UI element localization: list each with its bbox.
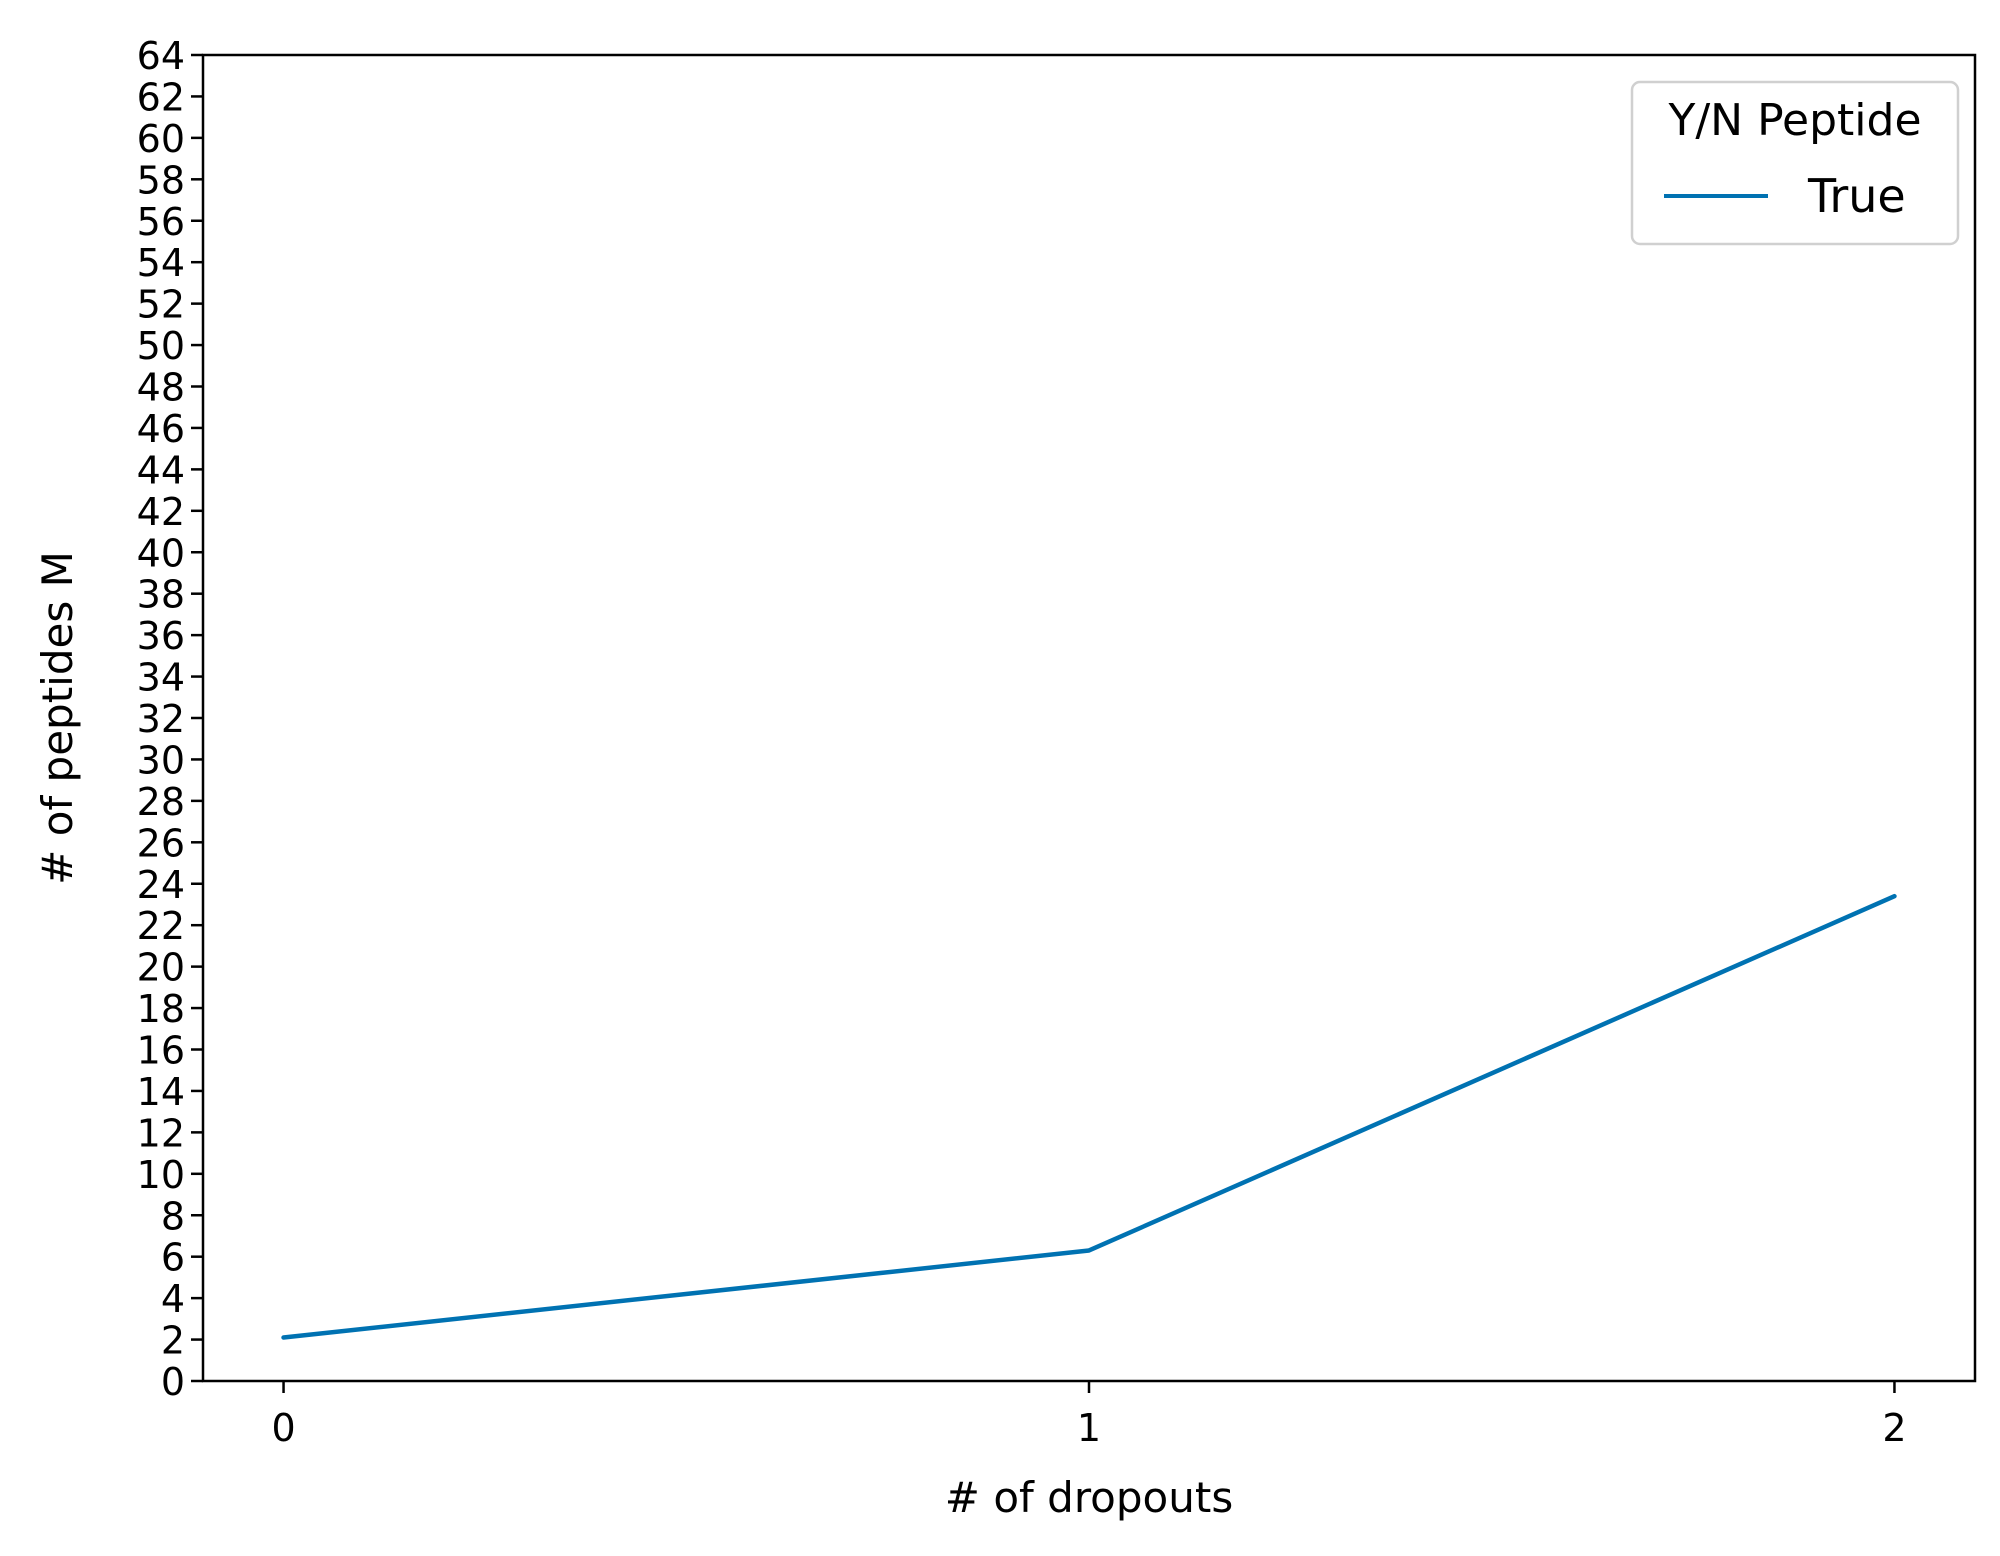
series-layer (281, 893, 1897, 1340)
y-tick-label: 60 (137, 117, 185, 161)
y-tick-label: 20 (137, 946, 185, 990)
legend-box (1630, 80, 1960, 246)
y-tick-label: 28 (137, 780, 185, 824)
y-tick-label: 4 (161, 1277, 185, 1321)
y-tick-label: 56 (137, 200, 185, 244)
y-axis-label: # of peptides M (33, 551, 82, 885)
legend-entry-true: True (1807, 169, 1906, 223)
y-tick-label: 46 (137, 407, 185, 451)
y-tick-label: 18 (137, 987, 185, 1031)
y-tick-label: 6 (161, 1236, 185, 1280)
legend-title: Y/N Peptide (1667, 95, 1921, 146)
y-tick-label: 52 (137, 283, 185, 327)
y-tick-label: 58 (137, 158, 185, 202)
y-tick-label: 10 (137, 1153, 185, 1197)
y-tick-label: 24 (137, 863, 185, 907)
y-tick-label: 32 (137, 697, 185, 741)
legend: Y/N Peptide True (1630, 80, 1960, 246)
y-tick-label: 64 (137, 34, 185, 78)
plot-area-frame (201, 53, 1977, 1383)
y-tick-label: 26 (137, 821, 185, 865)
y-tick-label: 62 (137, 75, 185, 119)
y-tick-label: 2 (161, 1319, 185, 1363)
y-axis-ticks: 0246810121416182022242628303234363840424… (137, 34, 203, 1404)
y-tick-label: 48 (137, 366, 185, 410)
x-axis-ticks: 0 1 2 (271, 1381, 1907, 1450)
series-line-true (281, 893, 1897, 1340)
y-tick-label: 40 (137, 531, 185, 575)
x-tick-label: 0 (271, 1406, 295, 1450)
x-tick-label: 2 (1882, 1406, 1906, 1450)
y-tick-label: 44 (137, 448, 185, 492)
y-tick-label: 42 (137, 490, 185, 534)
y-tick-label: 22 (137, 904, 185, 948)
y-tick-label: 36 (137, 614, 185, 658)
y-tick-label: 34 (137, 656, 185, 700)
y-tick-label: 50 (137, 324, 185, 368)
x-tick-label: 1 (1077, 1406, 1101, 1450)
y-tick-label: 54 (137, 241, 185, 285)
y-tick-label: 12 (137, 1111, 185, 1155)
x-axis-label: # of dropouts (945, 1473, 1233, 1522)
y-tick-label: 30 (137, 738, 185, 782)
y-tick-label: 14 (137, 1070, 185, 1114)
y-tick-label: 16 (137, 1029, 185, 1073)
y-tick-label: 38 (137, 573, 185, 617)
y-tick-label: 0 (161, 1360, 185, 1404)
y-tick-label: 8 (161, 1194, 185, 1238)
